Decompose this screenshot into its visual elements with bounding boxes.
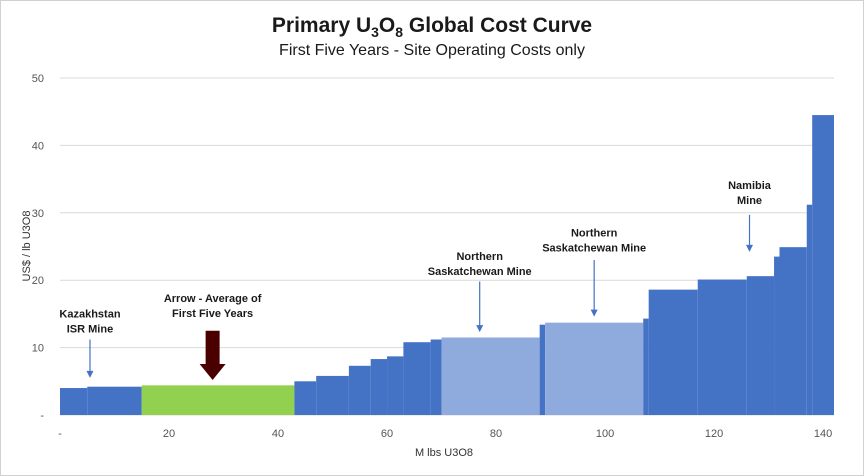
x-tick-label: 80 [490, 428, 502, 440]
average-arrow [199, 330, 226, 380]
annotation-text: ISR Mine [67, 323, 113, 335]
cost-bar [294, 381, 317, 415]
bar-series [60, 115, 834, 415]
cost-bar [441, 337, 540, 415]
axes: - 10 20 30 40 50 - 20 40 60 80 100 120 140 [32, 73, 833, 440]
chart-subtitle: First Five Years - Site Operating Costs … [279, 42, 585, 59]
x-tick-label: 120 [705, 428, 723, 440]
annotation-text: First Five Years [172, 308, 253, 320]
x-tick-label: 20 [163, 428, 175, 440]
y-tick-label: 20 [32, 275, 44, 287]
x-tick-label: 140 [814, 428, 832, 440]
cost-bar [316, 375, 349, 415]
cost-bar [648, 289, 698, 415]
annotations: Kazakhstan ISR Mine Arrow - Average of Firs… [59, 180, 772, 380]
annotation-text: Namibia [728, 180, 772, 192]
annotation-text: Arrow - Average of [164, 293, 262, 305]
cost-bar [370, 359, 388, 415]
y-tick-label: 10 [32, 343, 44, 355]
y-tick-label: 30 [32, 208, 44, 220]
annotation-text: Northern [571, 227, 618, 239]
cost-bar [87, 386, 142, 415]
y-tick-label: 40 [32, 140, 44, 152]
y-axis-label: US$ / lb U3O8 [21, 211, 33, 282]
cost-bar [430, 339, 442, 415]
x-tick-label: 100 [596, 428, 614, 440]
chart-title: Primary U3O8 Global Cost Curve [271, 14, 593, 41]
annotation-arrowhead [746, 244, 754, 252]
cost-bar [643, 318, 649, 415]
cost-bar [60, 388, 88, 415]
x-axis-label: M lbs U3O8 [415, 447, 473, 459]
annotation-arrowhead [86, 370, 94, 378]
annotation-text: Saskatchewan Mine [428, 266, 532, 278]
cost-bar [539, 324, 546, 415]
cost-bar [812, 115, 834, 415]
annotation-text: Northern [456, 251, 503, 263]
cost-bar [774, 256, 780, 415]
y-tick-label: 50 [32, 73, 44, 85]
cost-bar [697, 279, 747, 415]
annotation-arrowhead [590, 309, 598, 317]
annotation-text: Saskatchewan Mine [542, 242, 646, 254]
cost-bar [806, 204, 813, 415]
x-tick-label: 40 [272, 428, 284, 440]
annotation-text: Mine [737, 195, 762, 207]
cost-bar [387, 356, 404, 415]
y-tick-label: - [40, 410, 44, 422]
x-tick-label: - [58, 428, 62, 440]
annotation-arrowhead [476, 325, 484, 333]
cost-bar [779, 247, 807, 415]
cost-bar [545, 322, 644, 415]
annotation-text: Kazakhstan [59, 308, 120, 320]
cost-bar [141, 385, 295, 415]
cost-bar [746, 276, 775, 415]
x-tick-label: 60 [381, 428, 393, 440]
cost-bar [348, 365, 371, 415]
cost-bar [403, 342, 431, 415]
